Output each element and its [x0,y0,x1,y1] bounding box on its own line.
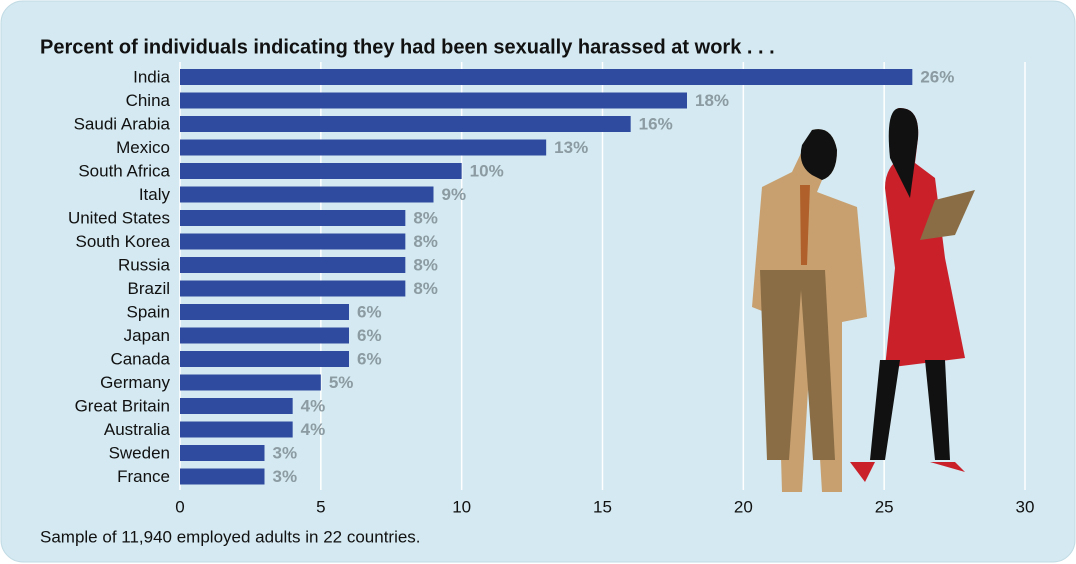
woman-shoes [850,462,965,482]
y-tick-label: Brazil [127,279,170,298]
bar [180,69,913,85]
clipboard [920,190,975,240]
bar [180,116,631,132]
value-label: 13% [554,138,588,157]
value-label: 18% [695,91,729,110]
bar [180,374,321,391]
y-tick-label: South Korea [75,232,170,251]
value-label: 8% [413,279,438,298]
bar [180,92,687,109]
value-label: 4% [301,420,326,439]
value-label: 6% [357,349,382,368]
y-tick-label: Mexico [116,138,170,157]
y-tick-label: Saudi Arabia [74,114,171,133]
bar [180,351,349,367]
value-label: 6% [357,326,382,345]
value-label: 10% [470,161,504,180]
value-label: 3% [273,443,298,462]
man-trousers [760,270,835,460]
value-label: 4% [301,396,326,415]
value-label: 9% [442,185,467,204]
y-tick-label: Russia [118,255,171,274]
x-tick-label: 25 [875,497,894,516]
woman-legs [870,360,950,460]
y-tick-label: Canada [110,349,170,368]
x-tick-label: 10 [452,497,471,516]
bar [180,468,265,485]
bar [180,257,406,273]
illustration [752,108,975,492]
x-tick-label: 30 [1016,497,1035,516]
bar [180,280,406,297]
y-tick-label: Italy [139,185,171,204]
value-label: 8% [413,232,438,251]
x-tick-label: 15 [593,497,612,516]
bar [180,421,293,438]
y-tick-label: United States [68,208,170,227]
y-tick-label: Germany [100,373,170,392]
value-label: 26% [920,67,954,86]
y-tick-label: Sweden [109,443,170,462]
y-tick-label: South Africa [78,161,170,180]
value-label: 8% [413,255,438,274]
bar [180,186,434,203]
x-tick-label: 5 [316,497,325,516]
bar [180,327,349,344]
bar [180,210,406,226]
bar [180,304,349,320]
man-tie [800,185,810,265]
woman-hair [888,108,919,198]
bar [180,139,547,156]
value-label: 6% [357,302,382,321]
bar [180,233,406,250]
y-tick-label: France [117,467,170,486]
x-tick-label: 20 [734,497,753,516]
man-head [800,129,837,180]
note: Sample of 11,940 employed adults in 22 c… [40,527,421,546]
y-tick-label: China [126,91,171,110]
value-label: 8% [413,208,438,227]
y-tick-label: Australia [104,420,171,439]
chart-title: Percent of individuals indicating they h… [40,36,775,58]
bar [180,445,265,461]
value-label: 16% [639,114,673,133]
x-tick-label: 0 [175,497,184,516]
value-label: 5% [329,373,354,392]
bar [180,398,293,414]
y-tick-label: Japan [124,326,170,345]
value-label: 3% [273,467,298,486]
y-tick-label: India [133,67,170,86]
y-tick-label: Spain [127,302,170,321]
y-tick-label: Great Britain [75,396,170,415]
bar [180,163,462,179]
